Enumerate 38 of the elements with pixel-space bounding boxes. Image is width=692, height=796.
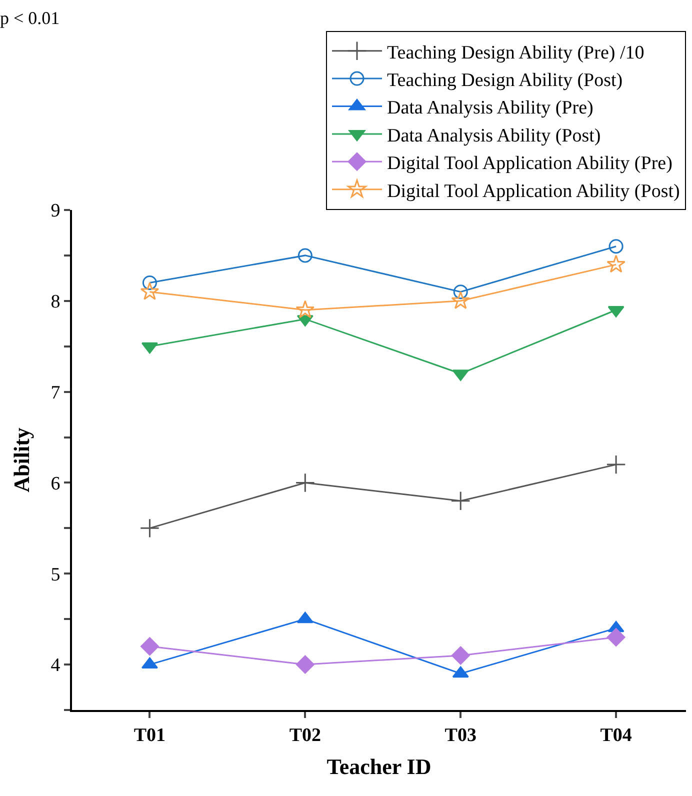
x-tick-label: T01 xyxy=(134,724,166,746)
point xyxy=(298,248,312,263)
legend-label: Data Analysis Ability (Pre) xyxy=(387,98,594,119)
y-axis-title: Ability xyxy=(9,428,34,492)
point xyxy=(451,291,470,310)
point xyxy=(450,491,470,511)
y-tick-label: 7 xyxy=(50,382,60,404)
point xyxy=(142,275,157,290)
text: p < 0.01 xyxy=(0,8,60,28)
x-axis-title: Teacher ID xyxy=(326,754,432,780)
point xyxy=(451,646,470,665)
point xyxy=(295,472,316,493)
legend-label: Teaching Design Ability (Pre) /10 xyxy=(387,42,644,64)
y-tick-label: 5 xyxy=(50,564,60,586)
point xyxy=(453,284,468,300)
legend-label: Digital Tool Application Ability (Post) xyxy=(387,180,680,202)
x-tick-label: T04 xyxy=(600,724,632,746)
legend-label: Teaching Design Ability (Post) xyxy=(387,70,623,91)
y-tick-label: 6 xyxy=(50,473,60,494)
point xyxy=(296,612,314,624)
x-tick-label: T02 xyxy=(289,724,322,746)
point xyxy=(141,657,158,669)
point xyxy=(140,518,160,538)
point xyxy=(606,454,626,474)
legend-label: Data Analysis Ability (Post) xyxy=(387,125,601,146)
point xyxy=(606,254,626,273)
point xyxy=(608,239,624,254)
point xyxy=(606,628,626,646)
y-tick-label: 8 xyxy=(50,292,60,313)
y-tick-label: 9 xyxy=(50,200,60,222)
point xyxy=(296,655,314,674)
point xyxy=(452,666,469,678)
y-tick-label: 4 xyxy=(50,655,61,676)
point xyxy=(296,300,315,318)
legend-label: Digital Tool Application Ability (Pre) xyxy=(387,153,672,174)
point xyxy=(140,282,160,300)
point xyxy=(140,637,159,656)
x-tick-label: T03 xyxy=(444,724,476,746)
